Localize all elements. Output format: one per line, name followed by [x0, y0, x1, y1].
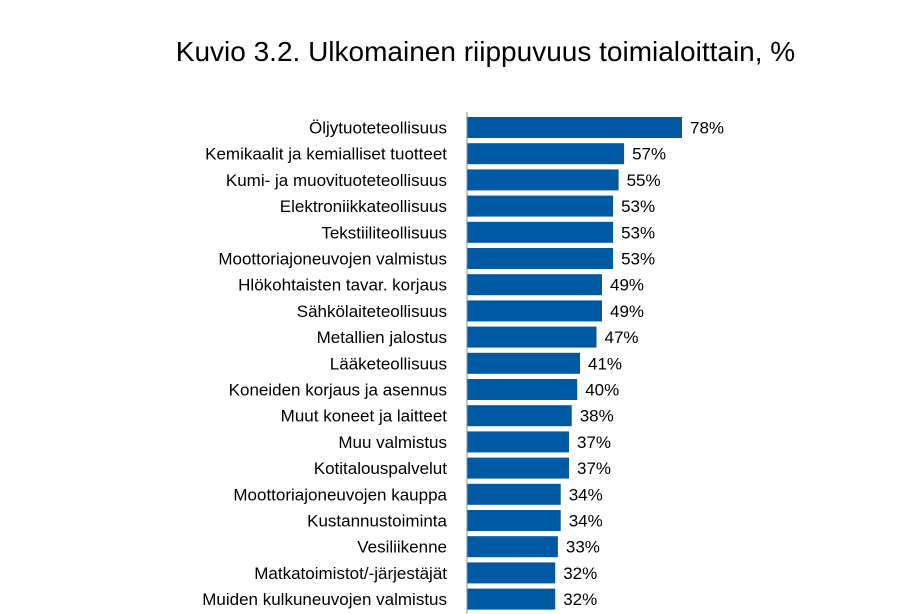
bar	[467, 536, 558, 558]
bar	[467, 405, 572, 427]
bar	[467, 221, 614, 243]
value-label: 33%	[566, 538, 600, 557]
value-label: 49%	[610, 276, 644, 295]
bar	[467, 117, 682, 138]
category-label: Lääketeollisuus	[330, 354, 447, 373]
value-labels: 78% 57% 55% 53% 53% 53% 49% 49% 47% 41% 40% 38% 37% 3…	[563, 119, 724, 610]
bar	[467, 300, 602, 322]
value-label: 40%	[585, 381, 619, 400]
value-label: 41%	[588, 354, 622, 373]
category-label: Moottoriajoneuvojen valmistus	[218, 250, 447, 269]
category-label: Elektroniikkateollisuus	[280, 197, 447, 216]
category-label: Kotitalouspalvelut	[314, 459, 448, 478]
bar	[467, 431, 569, 453]
category-label: Öljytuoteteollisuus	[309, 119, 447, 138]
value-label: 53%	[621, 223, 655, 242]
category-label: Kemikaalit ja kemialliset tuotteet	[205, 145, 447, 164]
bar	[467, 169, 619, 191]
category-label: Moottoriajoneuvojen kauppa	[233, 485, 447, 504]
value-label: 53%	[621, 250, 655, 269]
value-label: 78%	[690, 119, 724, 138]
value-label: 38%	[580, 407, 614, 426]
category-labels: Öljytuoteteollisuus Kemikaalit ja kemiall…	[202, 119, 447, 610]
category-label: Vesiliikenne	[357, 538, 447, 557]
bar	[467, 510, 561, 531]
value-label: 37%	[577, 433, 611, 452]
category-label: Kustannustoiminta	[307, 512, 447, 531]
category-label: Matkatoimistot/-järjestäjät	[254, 564, 447, 583]
value-label: 55%	[627, 171, 661, 190]
value-label: 47%	[605, 328, 639, 347]
value-label: 49%	[610, 302, 644, 321]
chart-title: Kuvio 3.2. Ulkomainen riippuvuus toimial…	[175, 36, 796, 67]
category-label: Koneiden korjaus ja asennus	[229, 381, 447, 400]
category-label: Kumi- ja muovituoteteollisuus	[226, 171, 447, 190]
bar	[467, 326, 597, 348]
bar	[467, 274, 602, 296]
value-label: 37%	[577, 459, 611, 478]
category-label: Sähkölaiteteollisuus	[297, 302, 447, 321]
value-label: 53%	[621, 197, 655, 216]
value-label: 34%	[569, 485, 603, 504]
category-label: Tekstiiliteollisuus	[321, 223, 447, 242]
bar	[467, 143, 625, 165]
category-label: Muu valmistus	[338, 433, 447, 452]
bar	[467, 562, 556, 584]
bar	[467, 195, 614, 217]
bars-layer	[467, 117, 682, 610]
category-label: Muiden kulkuneuvojen valmistus	[202, 590, 447, 609]
bar	[467, 352, 580, 374]
bar	[467, 248, 614, 269]
bar	[467, 483, 561, 505]
category-label: Metallien jalostus	[317, 328, 447, 347]
value-label: 32%	[563, 590, 597, 609]
bar	[467, 588, 556, 610]
value-label: 32%	[563, 564, 597, 583]
category-label: Muut koneet ja laitteet	[281, 407, 448, 426]
bar	[467, 379, 578, 400]
value-label: 57%	[632, 145, 666, 164]
category-label: Hlökohtaisten tavar. korjaus	[238, 276, 447, 295]
bar	[467, 457, 569, 479]
value-label: 34%	[569, 512, 603, 531]
